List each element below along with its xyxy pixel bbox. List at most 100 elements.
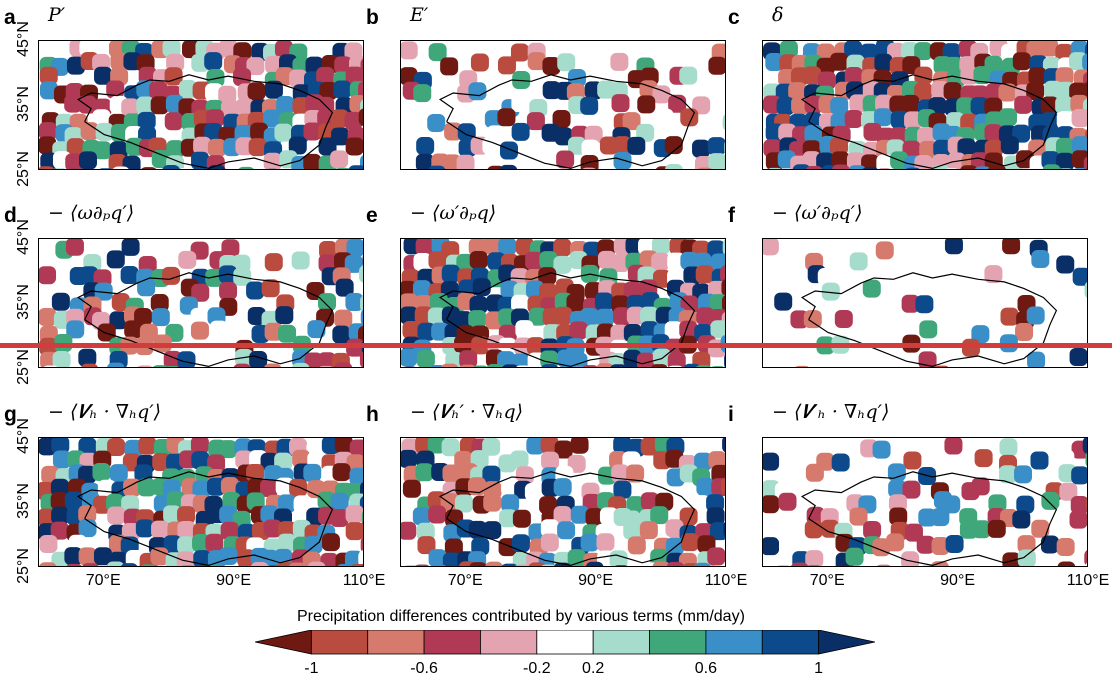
panel-term-d: − ⟨ω∂ₚq′⟩ [48, 202, 135, 224]
map-field-c [763, 41, 1088, 170]
field-cell [50, 492, 69, 511]
plateau-outline [76, 471, 334, 566]
field-cell [1070, 496, 1087, 514]
field-cell [109, 464, 128, 483]
field-cell [428, 43, 447, 62]
field-cell [585, 508, 604, 527]
field-cell [1057, 561, 1076, 566]
field-cell [82, 563, 99, 566]
field-cell [442, 464, 461, 483]
field-cell [974, 166, 991, 169]
y-tick-label: 35°N [15, 86, 32, 122]
field-cell [1055, 137, 1074, 156]
field-cell [613, 480, 632, 499]
field-cell [275, 306, 294, 325]
field-cell [468, 82, 487, 101]
field-cell [972, 520, 991, 539]
field-cell [417, 536, 436, 555]
field-cell [580, 96, 599, 115]
field-cell [777, 565, 790, 566]
colorbar-segment [310, 630, 369, 655]
field-cell [179, 366, 192, 367]
field-cell [807, 565, 821, 566]
field-cell [78, 547, 97, 566]
field-cell [970, 97, 989, 116]
field-cell [334, 438, 353, 454]
field-cell [1074, 168, 1087, 169]
field-cell [708, 153, 725, 169]
field-cell [123, 478, 142, 497]
field-cell [97, 479, 116, 498]
field-cell [274, 123, 293, 142]
field-cell [697, 167, 712, 169]
field-cell [695, 265, 714, 284]
field-cell [567, 136, 586, 155]
field-cell [292, 449, 311, 468]
field-cell [121, 563, 138, 566]
field-cell [303, 463, 322, 482]
field-cell [725, 549, 726, 567]
field-cell [594, 566, 612, 567]
field-cell [862, 279, 881, 298]
field-cell [472, 278, 491, 297]
field-cell [122, 155, 141, 169]
field-cell [427, 438, 446, 454]
field-cell [1085, 169, 1088, 170]
field-cell [515, 466, 534, 485]
field-cell [1027, 351, 1046, 367]
field-cell [651, 364, 668, 367]
field-cell [78, 438, 97, 456]
field-cell [988, 164, 1006, 169]
field-cell [205, 268, 224, 287]
field-cell [804, 125, 823, 144]
field-cell [483, 493, 502, 512]
field-cell [664, 321, 683, 340]
field-cell [679, 320, 698, 339]
field-cell [816, 57, 835, 76]
field-cell [956, 97, 975, 116]
x-tick-label: 70°E [85, 572, 121, 589]
field-cell [219, 367, 237, 368]
y-tick-label: 25°N [15, 349, 32, 385]
panel-term-g: − ⟨𝑽ₕ · ∇ₕq′⟩ [48, 401, 162, 423]
field-cell [763, 452, 780, 471]
panel-letter-i: i [728, 403, 734, 426]
field-cell [516, 365, 530, 367]
field-cell [692, 351, 711, 367]
field-cell [511, 534, 530, 553]
x-tick-label: 110°E [1066, 572, 1110, 589]
field-cell [901, 94, 920, 113]
field-cell [943, 82, 962, 101]
field-cell [889, 507, 908, 526]
field-cell [722, 566, 726, 567]
field-cell [152, 453, 171, 472]
field-cell [696, 364, 712, 367]
field-cell [221, 239, 240, 258]
field-cell [915, 295, 934, 314]
field-cell [763, 239, 779, 256]
field-cell [137, 111, 156, 130]
field-cell [862, 167, 878, 169]
field-cell [413, 84, 432, 103]
field-cell [873, 108, 892, 127]
field-cell [721, 279, 725, 297]
field-cell [987, 519, 1006, 538]
field-cell [709, 522, 725, 541]
field-cell [627, 136, 646, 155]
field-cell [721, 295, 725, 312]
field-cell [914, 82, 933, 101]
field-cell [401, 348, 418, 367]
field-cell [317, 352, 336, 367]
panel-letter-h: h [366, 403, 379, 426]
field-cell [428, 505, 447, 524]
field-cell [724, 257, 725, 267]
field-cell [848, 165, 866, 169]
field-cell [164, 67, 183, 86]
field-cell [351, 564, 363, 566]
field-cell [1071, 109, 1087, 128]
field-cell [135, 519, 154, 538]
field-cell [81, 169, 99, 170]
field-cell [570, 438, 589, 454]
field-cell [844, 41, 863, 59]
field-cell [944, 239, 963, 255]
